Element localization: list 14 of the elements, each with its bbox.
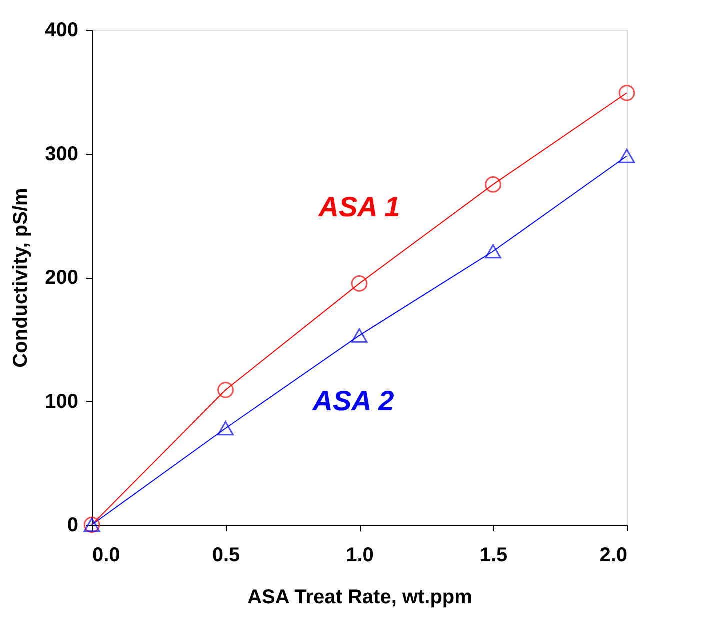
x-tick-label: 1.0: [346, 544, 374, 566]
y-tick-label: 400: [45, 20, 78, 42]
series-label: ASA 2: [312, 386, 395, 417]
y-tick-label: 200: [45, 267, 78, 289]
x-axis-title: ASA Treat Rate, wt.ppm: [248, 586, 472, 608]
y-tick-label: 0: [67, 514, 78, 536]
series-label: ASA 1: [318, 192, 400, 223]
x-tick-label: 1.5: [480, 544, 508, 566]
x-tick-label: 0.5: [212, 544, 240, 566]
y-tick-label: 100: [45, 390, 78, 413]
y-axis-title: Conductivity, pS/m: [10, 188, 32, 368]
x-tick-label: 2.0: [600, 544, 628, 566]
x-tick-label: 0.0: [92, 544, 120, 566]
y-tick-label: 300: [45, 143, 78, 166]
